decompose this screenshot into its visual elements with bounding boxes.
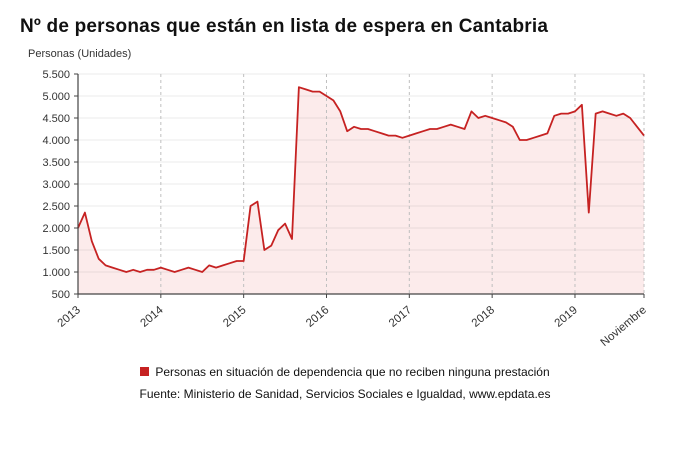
svg-text:2018: 2018 [470,304,497,330]
svg-text:3.500: 3.500 [42,157,70,169]
svg-text:1.000: 1.000 [42,267,70,279]
svg-text:4.000: 4.000 [42,135,70,147]
source-text: Fuente: Ministerio de Sanidad, Servicios… [139,387,551,401]
chart-footer: Personas en situación de dependencia que… [18,365,672,401]
chart-area: 500 1.000 1.500 2.000 2.500 3.000 3.500 4.000 4.… [18,62,672,363]
svg-text:2015: 2015 [221,304,248,330]
svg-text:2016: 2016 [304,304,331,330]
line-chart: 500 1.000 1.500 2.000 2.500 3.000 3.500 4.000 4.… [42,69,649,349]
svg-text:5.500: 5.500 [42,69,70,81]
chart-page: Nº de personas que están en lista de esp… [18,16,672,401]
svg-text:2017: 2017 [387,304,414,330]
svg-text:2.000: 2.000 [42,223,70,235]
legend-label: Personas en situación de dependencia que… [155,365,550,379]
chart-title: Nº de personas que están en lista de esp… [20,16,549,37]
svg-text:5.000: 5.000 [42,91,70,103]
svg-text:2.500: 2.500 [42,201,70,213]
svg-text:2014: 2014 [138,304,166,330]
svg-text:500: 500 [52,289,70,301]
svg-text:2013: 2013 [56,304,83,330]
y-axis-unit-label: Personas (Unidades) [28,48,132,60]
svg-text:Noviembre: Noviembre [599,304,649,349]
legend: Personas en situación de dependencia que… [18,365,672,379]
svg-text:4.500: 4.500 [42,113,70,125]
svg-text:3.000: 3.000 [42,179,70,191]
svg-text:1.500: 1.500 [42,245,70,257]
legend-swatch-icon [140,367,150,376]
svg-text:2019: 2019 [553,304,580,330]
